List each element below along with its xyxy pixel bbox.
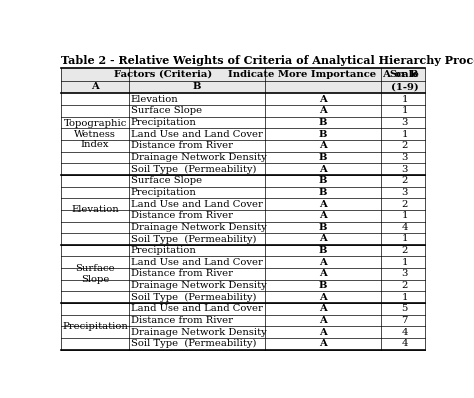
Text: 3: 3	[401, 153, 408, 162]
Text: Factors (Criteria): Factors (Criteria)	[114, 70, 212, 79]
Text: A: A	[319, 258, 327, 267]
Text: Distance from River: Distance from River	[131, 316, 233, 325]
Text: A: A	[319, 199, 327, 209]
Text: Distance from River: Distance from River	[131, 269, 233, 279]
Text: Soil Type  (Permeability): Soil Type (Permeability)	[131, 164, 256, 174]
Text: A: A	[319, 293, 327, 302]
Text: B: B	[319, 188, 327, 197]
Text: 2: 2	[401, 246, 408, 255]
Text: Drainage Network Density: Drainage Network Density	[131, 223, 267, 232]
Text: Soil Type  (Permeability): Soil Type (Permeability)	[131, 293, 256, 302]
Text: 2: 2	[401, 141, 408, 150]
Text: Indicate More Importance  A or B: Indicate More Importance A or B	[228, 70, 418, 79]
Text: A: A	[319, 165, 327, 174]
Text: Topographic
Wetness
Index: Topographic Wetness Index	[64, 119, 127, 149]
Text: (1-9): (1-9)	[391, 82, 419, 92]
Text: Land Use and Land Cover: Land Use and Land Cover	[131, 258, 263, 267]
Text: Distance from River: Distance from River	[131, 211, 233, 220]
Text: Land Use and Land Cover: Land Use and Land Cover	[131, 199, 263, 209]
Text: Distance from River: Distance from River	[131, 141, 233, 150]
Text: 4: 4	[401, 339, 408, 348]
Text: 4: 4	[401, 328, 408, 337]
Text: 2: 2	[401, 199, 408, 209]
Text: Table 2 - Relative Weights of Criteria of Analytical Hierarchy Process: Table 2 - Relative Weights of Criteria o…	[61, 55, 474, 66]
Text: B: B	[193, 82, 201, 92]
Text: Elevation: Elevation	[71, 205, 119, 215]
Text: A: A	[319, 304, 327, 313]
Text: Surface Slope: Surface Slope	[131, 106, 202, 115]
Text: Precipitation: Precipitation	[131, 118, 197, 127]
Text: 4: 4	[401, 223, 408, 232]
Text: 5: 5	[401, 304, 408, 313]
Text: Surface Slope: Surface Slope	[131, 176, 202, 185]
Text: A: A	[319, 106, 327, 115]
Text: Drainage Network Density: Drainage Network Density	[131, 153, 267, 162]
Text: 2: 2	[401, 176, 408, 185]
Text: B: B	[319, 176, 327, 185]
Text: Scale: Scale	[390, 70, 419, 79]
Text: Land Use and Land Cover: Land Use and Land Cover	[131, 304, 263, 313]
Text: B: B	[319, 246, 327, 255]
Text: A: A	[319, 328, 327, 337]
Text: B: B	[319, 130, 327, 139]
Text: Land Use and Land Cover: Land Use and Land Cover	[131, 130, 263, 139]
Text: Precipitation: Precipitation	[62, 322, 128, 331]
Text: A: A	[319, 234, 327, 244]
Text: Soil Type  (Permeability): Soil Type (Permeability)	[131, 234, 256, 244]
Text: Surface
Slope: Surface Slope	[75, 264, 115, 284]
Text: Precipitation: Precipitation	[131, 246, 197, 255]
Text: B: B	[319, 153, 327, 162]
Bar	[61, 68, 425, 94]
Text: 1: 1	[401, 293, 408, 302]
Text: A: A	[319, 316, 327, 325]
Text: Soil Type  (Permeability): Soil Type (Permeability)	[131, 339, 256, 348]
Text: Drainage Network Density: Drainage Network Density	[131, 328, 267, 337]
Text: 7: 7	[401, 316, 408, 325]
Text: 1: 1	[401, 95, 408, 104]
Text: A: A	[91, 82, 99, 92]
Text: A: A	[319, 339, 327, 348]
Text: A: A	[319, 269, 327, 279]
Text: B: B	[319, 223, 327, 232]
Text: Drainage Network Density: Drainage Network Density	[131, 281, 267, 290]
Text: A: A	[319, 141, 327, 150]
Text: 1: 1	[401, 211, 408, 220]
Text: 1: 1	[401, 130, 408, 139]
Text: 1: 1	[401, 106, 408, 115]
Text: 3: 3	[401, 188, 408, 197]
Text: Precipitation: Precipitation	[131, 188, 197, 197]
Text: A: A	[319, 211, 327, 220]
Text: 2: 2	[401, 281, 408, 290]
Text: B: B	[319, 281, 327, 290]
Text: 3: 3	[401, 118, 408, 127]
Text: B: B	[319, 118, 327, 127]
Text: 3: 3	[401, 165, 408, 174]
Text: A: A	[319, 95, 327, 104]
Text: 3: 3	[401, 269, 408, 279]
Text: 1: 1	[401, 234, 408, 244]
Text: Elevation: Elevation	[131, 95, 179, 104]
Text: 1: 1	[401, 258, 408, 267]
